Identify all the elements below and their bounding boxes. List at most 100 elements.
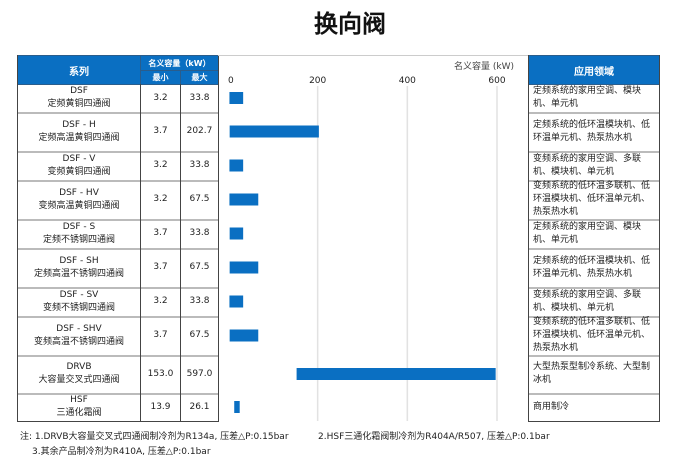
bar-dsf-s	[229, 227, 244, 240]
x-tick-label: 400	[399, 76, 416, 86]
series-cell: DSF - SHV 变频高温不锈钢四通阀	[17, 316, 141, 355]
series-cell: DSF - V 变频黄铜四通阀	[17, 151, 141, 180]
row-divider	[528, 248, 660, 250]
max-cell: 33.8	[189, 228, 210, 238]
min-cell: 3.2	[153, 194, 168, 204]
application-cell: 变频系统的低环温多联机、低环温模块机、低环温单元机、热泵热水机	[533, 181, 651, 217]
series-name: 三通化霜阀	[56, 408, 102, 418]
row-divider	[528, 151, 660, 153]
series-name: 定频高温黄铜四通阀	[38, 132, 120, 143]
min-cell: 3.7	[153, 262, 168, 272]
series-name: 变频黄铜四通阀	[47, 166, 111, 177]
row-divider	[528, 355, 660, 357]
series-code: DSF - H	[62, 119, 96, 130]
min-cell: 153.0	[147, 368, 174, 379]
row-divider	[17, 180, 219, 182]
table-border	[140, 84, 141, 421]
application-cell: 商用制冷	[533, 401, 570, 412]
page-title: 换向阀	[314, 10, 386, 38]
series-name: 定频黄铜四通阀	[47, 99, 111, 109]
bar-dsf-v	[229, 159, 244, 172]
series-cell: DSF 定频黄铜四通阀	[17, 84, 141, 112]
row-divider	[528, 421, 660, 422]
min-cell: 3.2	[153, 160, 168, 170]
series-code: DSF - HV	[59, 187, 99, 198]
max-cell: 33.8	[189, 296, 210, 306]
application-cell: 大型热泵型制冷系统、大型制冰机	[533, 362, 651, 385]
note-1: 注: 1.DRVB大容量交叉式四通阀制冷剂为R134a, 压差△P:0.15ba…	[20, 432, 289, 442]
series-name: 变频高温不锈钢四通阀	[33, 336, 124, 347]
table-border	[218, 55, 219, 421]
series-cell: DSF - SH 定频高温不锈钢四通阀	[17, 248, 141, 287]
series-name: 定频不锈钢四通阀	[42, 234, 115, 245]
row-divider	[528, 112, 660, 114]
max-cell: 67.5	[189, 330, 210, 340]
x-tick-label: 200	[309, 76, 326, 86]
series-name: 变频高温黄铜四通阀	[38, 200, 120, 211]
application-cell: 变频系统的家用空调、多联机、模块机、单元机	[533, 153, 642, 177]
row-divider	[17, 355, 219, 357]
row-divider	[17, 316, 219, 318]
bar-dsf-shv	[229, 329, 259, 342]
row-divider	[528, 180, 660, 182]
series-cell: HSF 三通化霜阀	[17, 393, 141, 421]
bar-hsf	[234, 401, 240, 413]
min-cell: 13.9	[150, 401, 171, 412]
application-cell: 变频系统的家用空调、多联机、模块机、单元机	[533, 289, 642, 313]
note-3: 3.其余产品制冷剂为R410A, 压差△P:0.1bar	[32, 447, 211, 457]
row-divider	[17, 421, 219, 422]
series-name: 变频不锈钢四通阀	[42, 302, 115, 313]
bar-dsf	[229, 92, 244, 104]
series-cell: DSF - S 定频不锈钢四通阀	[17, 219, 141, 248]
bar-drvb	[296, 368, 496, 380]
min-header: 最小	[140, 70, 181, 85]
max-cell: 33.8	[189, 160, 210, 170]
series-code: DRVB	[66, 362, 92, 372]
table-border	[659, 55, 660, 421]
table-border	[17, 55, 18, 421]
bar-dsf-sv	[229, 295, 244, 308]
series-name: 定频高温不锈钢四通阀	[33, 268, 124, 279]
series-cell: DSF - H 定频高温黄铜四通阀	[17, 112, 141, 151]
chart-title: 名义容量 (kW)	[454, 60, 514, 72]
bar-dsf-h	[229, 125, 319, 138]
series-code: DSF - S	[62, 221, 96, 232]
table-border	[180, 84, 181, 421]
application-cell: 定频系统的家用空调、模块机、单元机	[533, 86, 642, 109]
series-cell: DRVB 大容量交叉式四通阀	[17, 355, 141, 393]
application-cell: 定频系统的家用空调、模块机、单元机	[533, 221, 642, 245]
min-cell: 3.7	[153, 330, 168, 340]
max-cell: 33.8	[189, 92, 210, 103]
bar-dsf-hv	[229, 193, 259, 206]
max-cell: 202.7	[186, 126, 213, 136]
series-cell: DSF - SV 变频不锈钢四通阀	[17, 287, 141, 316]
series-code: DSF - SV	[59, 289, 99, 300]
series-code: DSF - SHV	[56, 323, 102, 334]
max-cell: 67.5	[189, 194, 210, 204]
max-cell: 67.5	[189, 262, 210, 272]
row-divider	[17, 151, 219, 153]
row-divider	[17, 219, 219, 221]
max-cell: 26.1	[189, 401, 210, 412]
series-code: DSF	[70, 86, 88, 96]
row-divider	[528, 316, 660, 318]
min-cell: 3.7	[153, 228, 168, 238]
row-divider	[528, 393, 660, 395]
row-divider	[528, 287, 660, 289]
min-cell: 3.2	[153, 92, 168, 103]
row-divider	[528, 219, 660, 221]
series-code: DSF - V	[62, 153, 96, 164]
min-cell: 3.2	[153, 296, 168, 306]
application-cell: 变频系统的低环温多联机、低环温模块机、低环温单元机、热泵热水机	[533, 317, 651, 353]
series-name: 大容量交叉式四通阀	[38, 375, 120, 385]
table-border	[528, 55, 529, 421]
series-header: 系列	[17, 55, 141, 85]
row-divider	[17, 248, 219, 250]
x-tick-label: 600	[488, 76, 505, 86]
max-cell: 597.0	[186, 368, 213, 379]
row-divider	[17, 393, 219, 395]
series-code: HSF	[70, 395, 88, 405]
row-divider	[17, 112, 219, 114]
chart-top-border	[218, 55, 528, 56]
